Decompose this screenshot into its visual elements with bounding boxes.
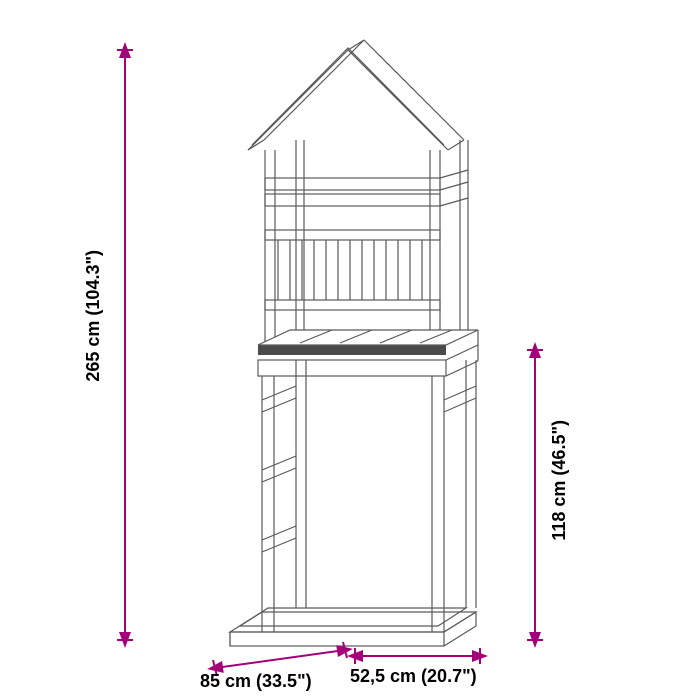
platform xyxy=(258,330,478,376)
label-height-lower: 118 cm (46.5") xyxy=(548,420,571,541)
dim-height-lower xyxy=(527,350,543,640)
dim-width xyxy=(355,648,480,664)
dim-height-full xyxy=(117,50,133,640)
ladder xyxy=(262,386,296,552)
tower-illustration xyxy=(230,40,478,646)
dimension-diagram: 265 cm (104.3") 118 cm (46.5") 85 cm (33… xyxy=(0,0,700,700)
label-height-full: 265 cm (104.3") xyxy=(82,250,105,382)
balusters xyxy=(265,230,440,310)
label-depth: 85 cm (33.5") xyxy=(200,670,312,693)
label-width: 52,5 cm (20.7") xyxy=(350,665,477,688)
roof-front xyxy=(248,50,448,150)
dimension-lines xyxy=(117,50,543,676)
base-frame xyxy=(230,608,476,646)
